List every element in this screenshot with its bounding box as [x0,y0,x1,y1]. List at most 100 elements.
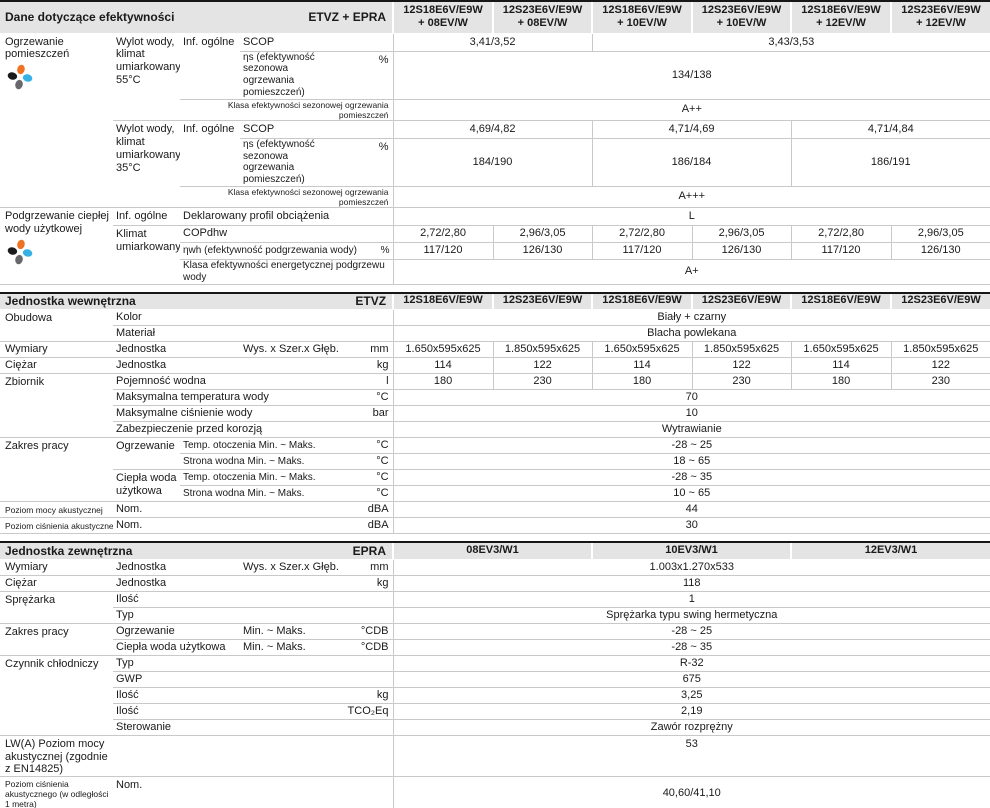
row-label: Inf. ogólne [180,120,241,187]
row-label: COPdhw [180,225,394,243]
column-header: 08EV3/W1 [392,541,592,560]
unit-label: % [343,51,394,100]
row-label: Maksymalne ciśnienie wody [113,405,344,423]
cell-value: 126/130 [890,242,990,260]
cell-value: 230 [691,373,792,391]
row-group-label: Podgrzewanie ciepłej wody użytkowej [0,207,113,285]
unit-label: °C [343,437,394,455]
unit-label: bar [343,405,394,423]
cell-value: 117/120 [790,242,892,260]
cell-value: 184/190 [392,138,593,187]
cell-value: 3,43/3,53 [591,33,990,52]
unit-label: °C [343,485,394,503]
cell-value: 4,71/4,69 [591,120,792,139]
row-group-label: Sprężarka [0,591,113,624]
row-group-label: Zakres pracy [0,623,113,656]
row-label: Typ [113,607,393,624]
unit-label: % [380,245,390,257]
unit-label: °CDB [343,639,393,656]
column-header: 12S23E6V/E9W [492,291,593,311]
row-label: Inf. ogólne [113,207,180,226]
row-label: Ilość [113,703,343,720]
cell-value: 2,96/3,05 [890,225,990,243]
cell-value: R-32 [392,655,990,672]
cell-value: 1.850x595x625 [890,341,990,359]
row-label: Nom. [113,776,393,808]
unit-label: °C [343,453,394,471]
row-label: Ilość [113,687,343,704]
cell-value: Wytrawianie [392,421,990,439]
column-header: 12S18E6V/E9W + 12EV/W [790,0,892,34]
cell-value: 2,72/2,80 [790,225,892,243]
cell-value: -28 ~ 25 [392,623,990,640]
indoor-unit-spec-table: Jednostka wewnętrzna ETVZ 12S18E6V/E9W 12S2… [0,291,990,535]
row-label: SCOP [240,33,394,52]
row-label: Temp. otoczenia Min. ~ Maks. [180,437,344,455]
row-label: Nom. [113,517,344,535]
row-label: SCOP [240,120,394,139]
cell-value: 3,25 [392,687,990,704]
column-header: 12S23E6V/E9W [691,291,792,311]
cell-value: 1.650x595x625 [790,341,892,359]
unit-label: °C [343,389,394,407]
row-group-label: Obudowa [0,309,113,343]
column-header: 10EV3/W1 [591,541,791,560]
cell-value: 118 [392,575,990,592]
row-group-label: Ciężar [0,357,113,375]
cell-value: 44 [392,501,990,519]
row-group-label: Ciężar [0,575,113,592]
row-label: Wylot wody, klimat umiarkowany 55°C [113,33,180,121]
row-label: Wys. x Szer.x Głęb. [240,559,343,576]
cell-value: 117/120 [591,242,693,260]
row-group-label: Ogrzewanie pomieszczeń [0,33,113,208]
row-label: Wylot wody, klimat umiarkowany 35°C [113,120,180,208]
unit-label: °CDB [343,623,393,640]
row-label: Min. ~ Maks. [240,639,343,656]
row-label: Materiał [113,325,394,343]
column-header: 12EV3/W1 [790,541,990,560]
section-title: Jednostka wewnętrzna [0,291,241,311]
row-group-label: Wymiary [0,341,113,359]
cell-value: 3,41/3,52 [392,33,593,52]
cell-value: Zawór rozprężny [392,719,990,736]
cell-value: 126/130 [492,242,593,260]
cell-value: 30 [392,517,990,535]
cell-value: 114 [392,357,494,375]
row-label: Deklarowany profil obciążenia [180,207,394,226]
row-group-label: Poziom ciśnienia akustycznego [0,517,113,535]
row-group-label: Zbiornik [0,373,113,439]
cell-value: 114 [790,357,892,375]
row-label: Temp. otoczenia Min. ~ Maks. [180,469,344,487]
row-label: Ciepła woda użytkowa [113,639,240,656]
cell-value: 10 ~ 65 [392,485,990,503]
unit-label: kg [343,357,394,375]
row-group-label: LW(A) Poziom mocy akustycznej (zgodnie z… [0,735,113,778]
row-label: Nom. [113,501,344,519]
row-group-label: Poziom ciśnienia akustycznego (w odległo… [0,776,113,808]
row-label: Pojemność wodna [113,373,344,391]
cell-value: 2,96/3,05 [492,225,593,243]
cell-value: 126/130 [691,242,792,260]
row-group-label: Czynnik chłodniczy [0,655,113,736]
cell-value: 122 [492,357,593,375]
row-label: % ηwh (efektywność podgrzewania wody) [180,242,394,260]
row-label: Jednostka [113,341,241,359]
row-label: Klasa efektywności energetycznej podgrze… [180,259,394,285]
cell-value: A++ [392,99,990,121]
cell-value: -28 ~ 35 [392,469,990,487]
column-header: 12S23E6V/E9W + 12EV/W [890,0,990,34]
cell-value: 4,71/4,84 [790,120,990,139]
cell-value: 2,72/2,80 [591,225,693,243]
cell-value: A+ [392,259,990,285]
unit-label: kg [343,687,393,704]
cell-value: 1.850x595x625 [492,341,593,359]
cell-value: A+++ [392,186,990,208]
cell-value: 114 [591,357,693,375]
cell-value: 53 [392,735,990,778]
row-label: Kolor [113,309,394,327]
row-label: Strona wodna Min. ~ Maks. [180,485,344,503]
row-group-label: Zakres pracy [0,437,113,503]
row-group-label: Poziom mocy akustycznej [0,501,113,519]
row-label: Strona wodna Min. ~ Maks. [180,453,344,471]
